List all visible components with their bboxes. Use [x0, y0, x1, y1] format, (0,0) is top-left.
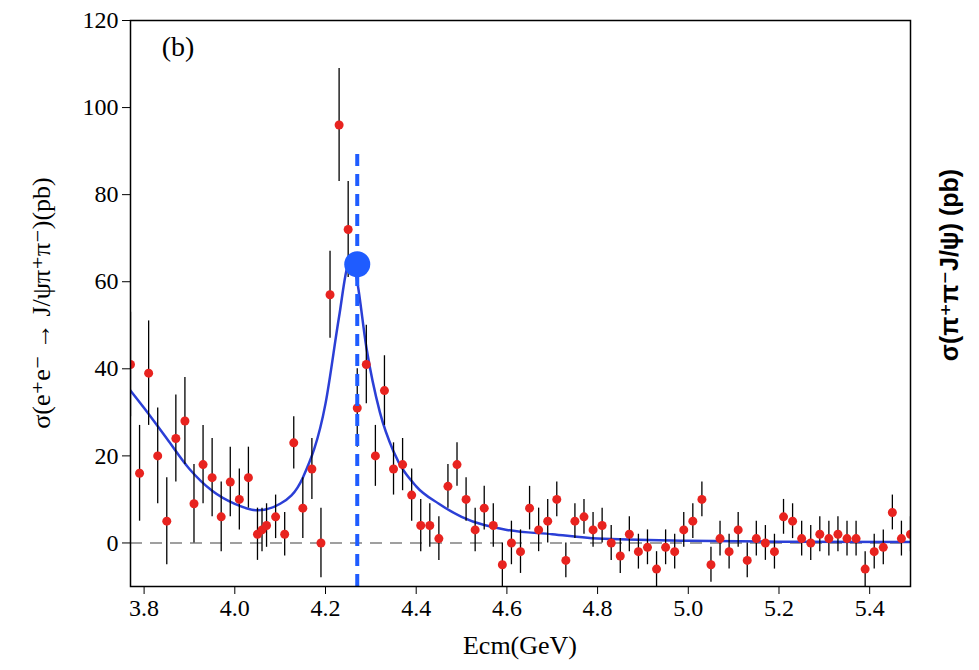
svg-text:4.8: 4.8 — [583, 595, 613, 621]
svg-text:4.0: 4.0 — [220, 595, 250, 621]
svg-text:5.0: 5.0 — [673, 595, 703, 621]
svg-text:5.4: 5.4 — [855, 595, 885, 621]
svg-text:4.2: 4.2 — [311, 595, 341, 621]
svg-text:Ecm(GeV): Ecm(GeV) — [463, 631, 577, 660]
svg-text:80: 80 — [95, 181, 119, 207]
svg-text:3.8: 3.8 — [129, 595, 159, 621]
svg-text:(b): (b) — [162, 31, 195, 62]
svg-text:120: 120 — [83, 7, 119, 33]
svg-text:100: 100 — [83, 94, 119, 120]
svg-text:60: 60 — [95, 268, 119, 294]
svg-text:σ(π⁺π⁻J/ψ) (pb): σ(π⁺π⁻J/ψ) (pb) — [935, 169, 963, 361]
svg-text:σ(e⁺e⁻ → J/ψπ⁺π⁻)(pb): σ(e⁺e⁻ → J/ψπ⁺π⁻)(pb) — [27, 177, 56, 429]
svg-text:0: 0 — [107, 530, 119, 556]
svg-text:5.2: 5.2 — [764, 595, 794, 621]
svg-text:40: 40 — [95, 355, 119, 381]
svg-text:20: 20 — [95, 443, 119, 469]
svg-text:4.6: 4.6 — [492, 595, 522, 621]
svg-text:4.4: 4.4 — [401, 595, 431, 621]
